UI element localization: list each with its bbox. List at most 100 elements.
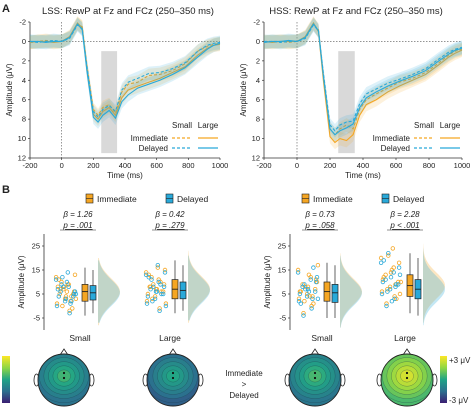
data-point	[308, 277, 313, 282]
electrode-fz	[62, 371, 66, 375]
data-point	[64, 289, 70, 294]
data-point	[60, 303, 65, 309]
y-tick-label: 6	[22, 95, 26, 104]
data-point	[397, 272, 403, 277]
y-tick-label: 8	[22, 115, 26, 124]
data-point	[295, 270, 301, 275]
legend-label: Immediate	[313, 194, 353, 204]
head-outline	[146, 353, 200, 407]
data-point	[65, 282, 70, 287]
data-point	[392, 296, 397, 301]
y-tick-label: 0	[22, 37, 26, 46]
x-tick-label: 600	[390, 161, 403, 170]
data-point	[152, 296, 158, 301]
topo-contour	[308, 369, 322, 383]
legend-col-large: Large	[198, 121, 219, 130]
data-point	[378, 255, 384, 261]
data-point	[396, 265, 402, 270]
comparison-label: Immediate > Delayed	[225, 369, 263, 400]
data-point	[149, 275, 154, 280]
violin-immediate	[188, 250, 210, 323]
legend-label: Immediate	[97, 194, 137, 204]
x-tick-label: 600	[150, 161, 163, 170]
legend-col-small: Small	[414, 121, 434, 130]
data-point	[394, 282, 399, 287]
comparison-label-line1: Immediate	[225, 369, 263, 378]
data-point	[63, 294, 69, 299]
data-point	[305, 287, 311, 292]
x-tick-label: 1000	[212, 161, 229, 170]
data-point	[310, 296, 315, 301]
violin-delayed	[98, 260, 120, 323]
data-point	[391, 270, 396, 275]
y-axis-label: Amplitude (μV)	[263, 255, 272, 308]
data-point	[70, 306, 75, 311]
data-point	[56, 277, 61, 282]
y-tick-label: 12	[18, 154, 26, 163]
y-tick-label: 4	[22, 76, 26, 85]
data-point	[145, 294, 151, 299]
y-tick-label: 8	[256, 115, 260, 124]
electrode-fz	[171, 371, 175, 375]
data-point	[301, 311, 306, 316]
y-tick-label: 12	[252, 154, 260, 163]
data-point	[380, 279, 386, 285]
data-point	[313, 287, 318, 292]
x-tick-label: 1000	[454, 161, 471, 170]
y-tick-label: 0	[256, 37, 260, 46]
data-point	[69, 299, 74, 304]
violin-immediate	[98, 258, 120, 326]
data-point	[398, 279, 404, 285]
data-point	[143, 272, 149, 277]
data-point	[379, 291, 385, 297]
chart-title: HSS: RewP at Fz and FCz (250–350 ms)	[269, 6, 443, 17]
data-point	[69, 294, 74, 299]
electrode-fz	[405, 371, 409, 375]
data-point	[300, 282, 305, 287]
y-tick-label: 15	[278, 266, 286, 275]
data-point	[388, 275, 394, 280]
series-band	[30, 17, 220, 123]
legend-label: Delayed	[393, 194, 424, 204]
series-line	[263, 22, 463, 136]
violin-delayed	[423, 248, 445, 326]
chart-title: LSS: RewP at Fz and FCz (250–350 ms)	[42, 6, 214, 17]
data-point	[396, 260, 402, 265]
violin-delayed	[188, 255, 210, 321]
topomap-fill	[381, 354, 433, 406]
legend-row-label: Immediate	[373, 134, 411, 143]
series-band	[30, 17, 220, 129]
violin-immediate	[423, 243, 445, 323]
data-point	[53, 277, 59, 282]
x-tick-label: 0	[295, 161, 299, 170]
head-nose	[310, 348, 320, 356]
data-point	[384, 303, 389, 309]
box	[81, 284, 89, 302]
topomap-lss-small	[33, 348, 95, 407]
data-point	[302, 299, 307, 304]
head-outline	[288, 353, 342, 407]
data-point	[151, 282, 156, 287]
erp-chart-lss: LSS: RewP at Fz and FCz (250–350 ms) -2 0 2…	[5, 6, 228, 180]
data-point	[148, 287, 153, 292]
data-point	[388, 270, 394, 275]
legend-row-label: Immediate	[131, 134, 169, 143]
data-point	[158, 282, 163, 287]
legend-col-large: Large	[440, 121, 461, 130]
data-point	[310, 294, 315, 299]
violin-delayed	[340, 255, 362, 328]
data-point	[378, 260, 384, 265]
data-point	[157, 306, 162, 311]
comparison-label-line2: >	[242, 380, 247, 389]
data-point	[390, 246, 395, 251]
data-point	[61, 284, 66, 289]
data-point	[61, 287, 66, 292]
topo-contour	[400, 369, 414, 383]
data-point	[305, 284, 311, 289]
data-point	[72, 289, 78, 294]
data-point	[54, 301, 60, 306]
data-point	[298, 301, 303, 306]
data-point	[57, 291, 62, 297]
data-point	[63, 296, 69, 301]
box	[331, 284, 339, 303]
